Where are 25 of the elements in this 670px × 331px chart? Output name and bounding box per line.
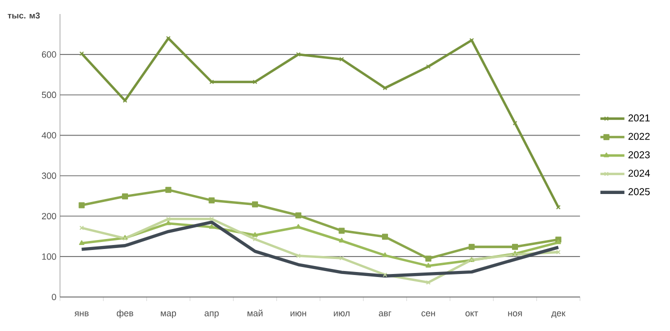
legend-label: 2023 — [628, 151, 650, 158]
y-tick-label: 500 — [42, 92, 56, 98]
legend-label: 2022 — [628, 132, 650, 140]
y-tick-label: 200 — [42, 212, 56, 220]
y-tick-label: 300 — [42, 172, 56, 179]
legend-label: 2025 — [628, 188, 650, 196]
x-tick-label: окт — [465, 311, 478, 316]
x-tick-label: сен — [422, 311, 435, 316]
legend-label: 2024 — [628, 170, 650, 177]
x-tick-label: мар — [160, 311, 176, 318]
x-tick-label: дек — [551, 311, 566, 318]
y-tick-label: 0 — [52, 294, 56, 300]
x-tick-label: авг — [378, 311, 392, 316]
x-tick-label: апр — [204, 311, 219, 318]
x-tick-label: фев — [116, 310, 134, 318]
y-tick-label: 100 — [42, 253, 56, 260]
x-tick-label: июн — [290, 311, 306, 316]
legend-label: 2021 — [628, 114, 650, 122]
y-tick-label: 400 — [42, 132, 56, 138]
x-tick-label: июл — [334, 311, 350, 316]
x-tick-label: май — [248, 310, 262, 316]
y-tick-label: 600 — [42, 51, 56, 58]
x-tick-label: янв — [74, 312, 89, 316]
x-tick-label: ноя — [508, 311, 522, 316]
y-axis-title: тыс. м3 — [8, 12, 40, 19]
